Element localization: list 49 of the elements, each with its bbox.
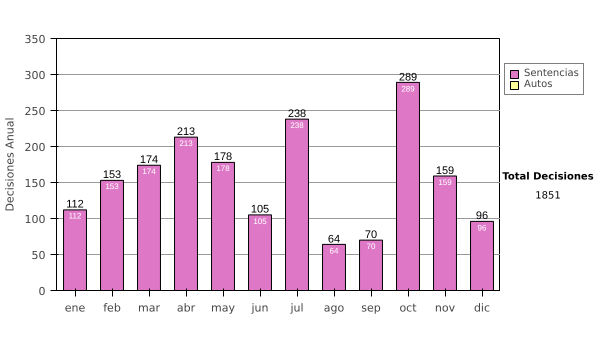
x-tick-label: ene [64, 302, 86, 314]
total-label: 153 [102, 169, 122, 182]
x-tick-label: dic [474, 302, 490, 314]
y-tick-label: 200 [24, 141, 46, 154]
data-label: 289 [401, 84, 416, 94]
x-tick-label: feb [103, 302, 121, 314]
total-label: 64 [328, 233, 340, 246]
x-tick-label: nov [434, 302, 456, 314]
y-tick-label: 350 [24, 33, 46, 46]
total-label: 159 [436, 164, 454, 177]
total-label: 105 [250, 204, 270, 216]
data-label: 70 [366, 242, 376, 251]
data-label: 153 [105, 182, 120, 192]
y-tick-label: 100 [24, 213, 46, 226]
text: Total Decisiones [502, 172, 594, 183]
data-label: 105 [253, 216, 268, 226]
y-tick-label: 300 [24, 69, 46, 82]
x-tick-label: may [211, 302, 236, 314]
total-label: 174 [140, 154, 158, 166]
total-label: 96 [476, 210, 488, 222]
y-tick-label: 150 [24, 177, 46, 190]
x-tick-label: jul [289, 302, 304, 314]
data-label: 238 [290, 121, 304, 130]
y-tick-label: 0 [38, 285, 46, 298]
data-label: 159 [438, 178, 452, 187]
total-label: 178 [214, 151, 232, 164]
x-tick-label: jun [250, 302, 269, 314]
data-label: 96 [478, 223, 487, 232]
total-label: 112 [66, 198, 84, 211]
data-label: 178 [216, 164, 230, 174]
y-tick-label: 250 [24, 105, 46, 118]
total-label: 213 [176, 126, 196, 138]
data-label: 174 [142, 167, 156, 176]
x-tick-label: sep [361, 302, 381, 314]
data-label: 112 [68, 212, 82, 221]
text: 1851 [535, 190, 561, 202]
x-tick-label: ago [324, 302, 344, 314]
x-tick-label: mar [138, 302, 160, 314]
total-label: 238 [288, 108, 306, 120]
x-tick-label: oct [399, 302, 418, 314]
y-axis-title: Decisiones Anual [4, 117, 17, 212]
legend-label: Sentencias [524, 68, 579, 79]
data-label: 213 [179, 139, 194, 148]
y-tick-label: 50 [32, 249, 46, 262]
total-label: 289 [398, 71, 418, 84]
data-label: 64 [330, 246, 339, 256]
total-label: 70 [364, 228, 378, 241]
x-tick-label: abr [176, 302, 196, 314]
legend-label: Autos [524, 79, 552, 90]
